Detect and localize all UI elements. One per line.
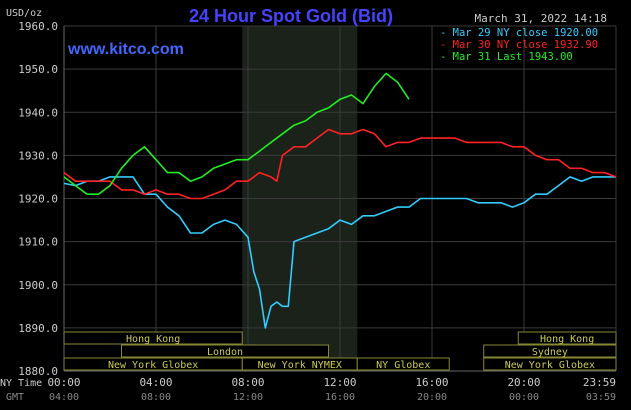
y-tick-label: 1950.0 [18, 63, 58, 76]
session-bar [517, 331, 617, 345]
chart-title: 24 Hour Spot Gold (Bid) [189, 6, 393, 26]
session-label: London [207, 347, 243, 358]
x-tick-label-ny: 00:00 [47, 376, 80, 389]
session-bar [121, 344, 329, 358]
legend-entry: - Mar 30 NY close 1932.90 [440, 39, 598, 51]
series-line-1 [63, 176, 616, 329]
y-tick-label: 1890.0 [18, 322, 58, 335]
session-bar [63, 331, 243, 345]
session-label: Hong Kong [540, 334, 594, 345]
y-tick-label: 1940.0 [18, 106, 58, 119]
x-tick-label-gmt: 00:00 [509, 392, 539, 403]
x-axis-label-gmt: GMT [6, 392, 24, 403]
y-tick-label: 1960.0 [18, 20, 58, 33]
session-bar [483, 357, 617, 371]
session-bar [356, 357, 450, 371]
x-tick-label-gmt: 12:00 [233, 392, 263, 403]
market-sessions: Hong Kong London New York Globex New York N… [63, 331, 617, 371]
x-tick-label-gmt: 16:00 [325, 392, 355, 403]
session-bar [483, 344, 617, 358]
legend-entry: - Mar 29 NY close 1920.00 [440, 27, 598, 39]
x-tick-label-ny: 08:00 [231, 376, 264, 389]
y-tick-label: 1900.0 [18, 279, 58, 292]
x-tick-label-ny: 16:00 [415, 376, 448, 389]
session-label: NY Globex [376, 360, 430, 371]
session-label: New York Globex [108, 360, 198, 371]
y-tick-label: 1920.0 [18, 193, 58, 206]
session-label: Sydney [532, 347, 568, 358]
x-tick-label-gmt: 20:00 [417, 392, 447, 403]
plot-frame [63, 26, 616, 372]
x-tick-label-ny: 20:00 [507, 376, 540, 389]
x-axis-ticks: 00:00 04:00 04:00 08:00 08:00 12:00 12:00 16:00… [47, 376, 616, 403]
y-tick-label: 1910.0 [18, 236, 58, 249]
x-tick-label-ny: 12:00 [323, 376, 356, 389]
x-tick-label-gmt: 03:59 [586, 392, 616, 403]
series-line-3 [63, 72, 410, 195]
grid-lines [63, 25, 617, 372]
y-tick-label: 1880.0 [18, 365, 58, 378]
x-tick-label-gmt: 08:00 [141, 392, 171, 403]
session-label: New York NYMEX [258, 360, 342, 371]
x-tick-label-ny: 04:00 [139, 376, 172, 389]
series-line-2 [63, 128, 617, 200]
legend: - Mar 29 NY close 1920.00- Mar 30 NY clo… [440, 27, 598, 63]
y-axis-ticks: 1960.0 1950.0 1940.0 1930.0 1920.0 1910.0 1900… [18, 20, 58, 378]
series-lines [63, 72, 617, 329]
session-label: Hong Kong [126, 334, 180, 345]
y-tick-label: 1930.0 [18, 149, 58, 162]
timestamp: March 31, 2022 14:18 [475, 12, 607, 25]
x-axis-label-ny: NY Time [0, 378, 42, 389]
legend-entry: - Mar 31 Last 1943.00 [440, 51, 573, 63]
session-label: New York Globex [505, 360, 595, 371]
site-watermark: www.kitco.com [67, 41, 184, 58]
y-axis-unit: USD/oz [6, 8, 42, 19]
x-tick-label-ny: 23:59 [583, 376, 616, 389]
x-tick-label-gmt: 04:00 [49, 392, 79, 403]
